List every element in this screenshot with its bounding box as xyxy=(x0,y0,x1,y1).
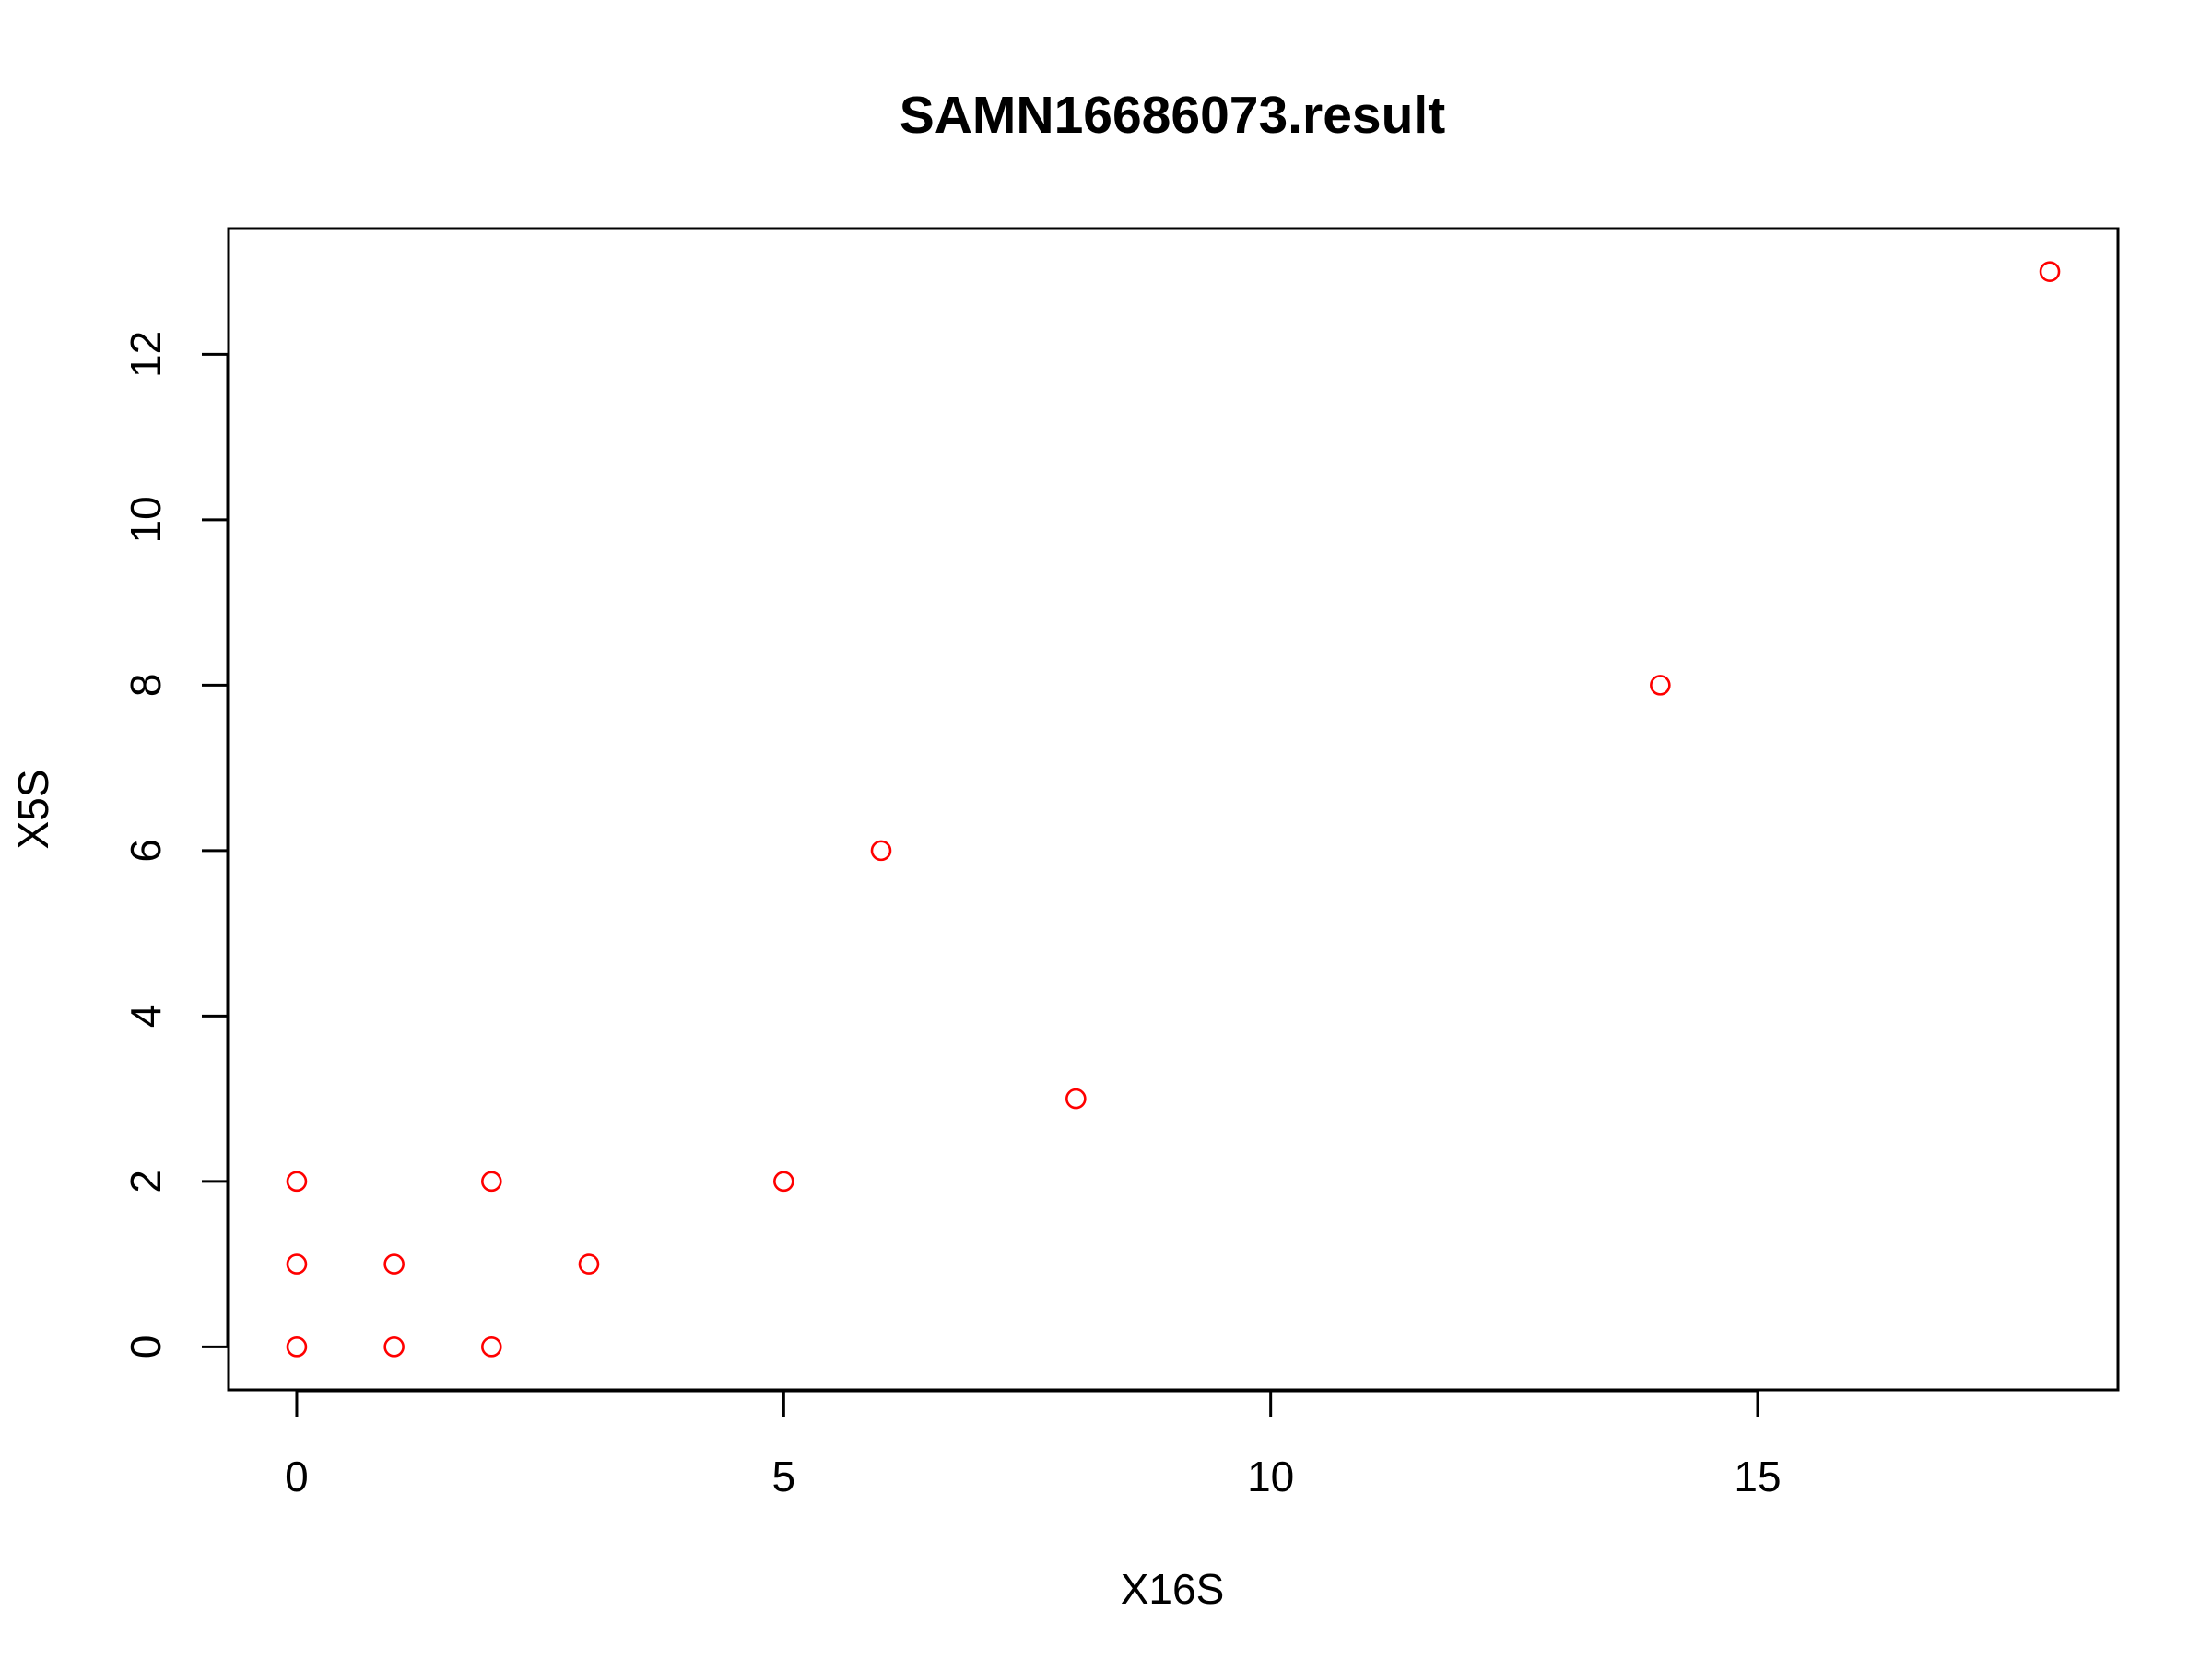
x-axis: 0 5 10 15 xyxy=(285,1389,1782,1500)
data-point xyxy=(1650,675,1671,696)
y-tick-label: 4 xyxy=(122,1005,170,1029)
data-point xyxy=(870,840,892,862)
data-point xyxy=(1065,1088,1087,1110)
x-tick-label: 15 xyxy=(1734,1453,1781,1500)
y-tick-label: 0 xyxy=(122,1335,170,1359)
data-point xyxy=(481,1336,502,1358)
data-point xyxy=(481,1171,502,1193)
x-tick-label: 5 xyxy=(772,1453,796,1500)
data-point xyxy=(383,1336,405,1358)
chart-title: SAMN16686073.result xyxy=(900,86,1446,145)
data-point xyxy=(578,1253,600,1275)
x-tick-label: 0 xyxy=(285,1453,309,1500)
y-tick-label: 6 xyxy=(122,839,170,863)
y-tick-label: 2 xyxy=(122,1170,170,1194)
y-tick-label: 8 xyxy=(122,674,170,698)
data-point xyxy=(286,1171,308,1193)
x-tick-label: 10 xyxy=(1247,1453,1294,1500)
y-tick-label: 10 xyxy=(122,496,170,543)
y-axis: 0 2 4 6 8 10 12 xyxy=(122,331,229,1359)
x-axis-label: X16S xyxy=(1121,1565,1225,1613)
data-point xyxy=(2039,261,2061,282)
y-axis-label: X5S xyxy=(9,770,57,850)
data-point xyxy=(383,1253,405,1275)
data-point xyxy=(286,1253,308,1275)
plot-area-frame xyxy=(227,227,2120,1392)
data-point xyxy=(773,1171,794,1193)
data-point xyxy=(286,1336,308,1358)
y-tick-label: 12 xyxy=(122,331,170,378)
data-points xyxy=(286,261,2061,1358)
